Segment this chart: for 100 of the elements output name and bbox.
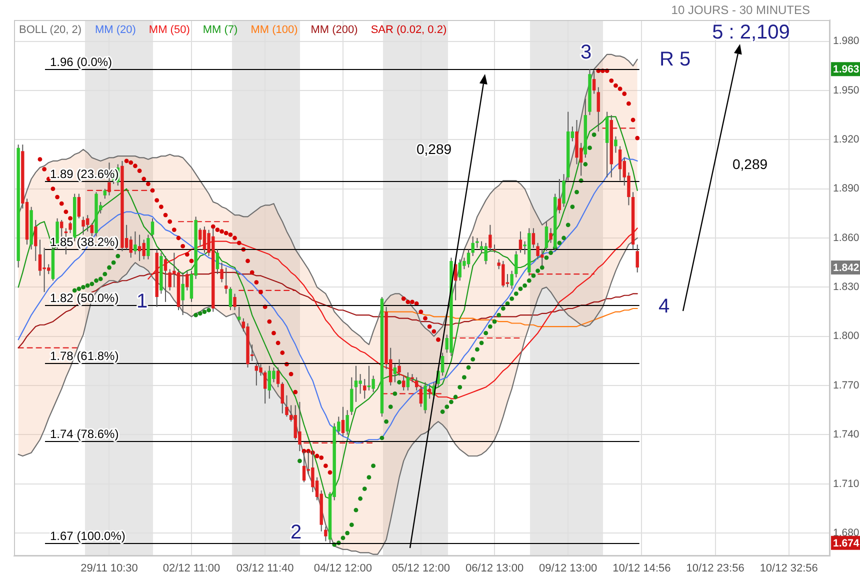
y-tick-label: 1.890 bbox=[833, 182, 860, 195]
candlestick bbox=[398, 358, 401, 376]
candlestick bbox=[228, 286, 232, 311]
candlestick bbox=[596, 86, 600, 132]
y-tick-label: 1.980 bbox=[833, 35, 860, 48]
candlestick bbox=[42, 247, 46, 293]
candlestick bbox=[510, 270, 514, 290]
candlestick bbox=[68, 221, 72, 234]
candlestick bbox=[77, 193, 81, 219]
candlestick bbox=[492, 244, 496, 254]
candlestick bbox=[549, 228, 552, 244]
candlestick bbox=[354, 365, 358, 402]
candlestick bbox=[614, 136, 618, 154]
candlestick bbox=[216, 248, 220, 275]
candlestick bbox=[514, 250, 518, 278]
candlestick bbox=[476, 238, 479, 248]
candlestick bbox=[164, 256, 168, 302]
y-tick-label: 1.740 bbox=[833, 428, 860, 441]
candlestick bbox=[238, 306, 241, 322]
candlestick bbox=[532, 228, 536, 248]
candlestick bbox=[220, 262, 224, 283]
candlestick bbox=[402, 375, 406, 391]
candlestick bbox=[341, 406, 345, 437]
candlestick bbox=[372, 375, 375, 393]
ref-line-label: 1.78 (61.8%) bbox=[50, 349, 119, 363]
candlestick bbox=[544, 221, 548, 252]
x-tick-label: 10/12 14:56 bbox=[612, 562, 671, 575]
text: MM (200) bbox=[310, 24, 358, 36]
candlestick bbox=[280, 382, 284, 414]
candlestick bbox=[34, 219, 38, 262]
y-tick-label: 1.830 bbox=[833, 281, 860, 294]
annotation: 3 bbox=[580, 42, 592, 64]
y-tick-label: 1.800 bbox=[833, 330, 860, 342]
candlestick bbox=[285, 394, 288, 418]
candlestick bbox=[298, 401, 302, 452]
text: SAR (0.02, 0.2) bbox=[370, 24, 447, 36]
candlestick bbox=[138, 234, 142, 262]
x-tick-label: 09/12 13:00 bbox=[539, 562, 598, 575]
candlestick bbox=[198, 228, 202, 247]
candlestick bbox=[363, 378, 366, 400]
candlestick bbox=[224, 267, 228, 294]
candlestick bbox=[90, 222, 94, 237]
ref-line-label: 1.74 (78.6%) bbox=[50, 427, 119, 441]
candlestick bbox=[142, 239, 146, 260]
candlestick bbox=[562, 174, 566, 208]
candlestick bbox=[233, 293, 236, 311]
candlestick bbox=[268, 365, 272, 400]
candlestick bbox=[181, 272, 184, 316]
candlestick bbox=[466, 248, 470, 268]
candlestick bbox=[324, 526, 328, 542]
y-tick-label: 1.680 bbox=[833, 526, 860, 539]
annotation: 5 : 2,109 bbox=[712, 22, 790, 44]
y-tick-label: 1.770 bbox=[833, 379, 860, 392]
x-tick-label: 05/12 12:00 bbox=[392, 562, 450, 575]
candlestick bbox=[186, 270, 189, 291]
candlestick bbox=[618, 146, 622, 182]
ref-line-label: 1.67 (100.0%) bbox=[50, 529, 126, 543]
candlestick bbox=[263, 370, 267, 404]
candlestick bbox=[82, 216, 85, 236]
text: MM (50) bbox=[148, 24, 190, 36]
candlestick bbox=[518, 230, 522, 254]
candlestick bbox=[129, 236, 132, 258]
text: MM (7) bbox=[202, 24, 238, 36]
candlestick bbox=[134, 230, 137, 255]
candlestick bbox=[302, 450, 306, 483]
y-tick-label: 1.920 bbox=[833, 134, 860, 146]
candlestick bbox=[358, 374, 362, 394]
candlestick bbox=[259, 364, 262, 376]
annotation: 1.842 bbox=[833, 262, 860, 274]
candlestick bbox=[86, 214, 90, 232]
annotation: 1.674 bbox=[833, 537, 860, 550]
y-tick-label: 1.950 bbox=[833, 84, 860, 96]
y-tick-label: 1.860 bbox=[833, 232, 860, 244]
candlestick bbox=[150, 218, 154, 239]
annotation: 0,289 bbox=[416, 140, 452, 157]
candlestick bbox=[592, 70, 596, 94]
candlestick bbox=[636, 244, 639, 273]
x-tick-label: 10/12 23:56 bbox=[686, 562, 744, 575]
candlestick bbox=[419, 385, 423, 408]
candlestick bbox=[254, 362, 258, 386]
x-tick-label: 10/12 32:56 bbox=[760, 562, 818, 575]
annotation: 2 bbox=[290, 522, 302, 544]
annotation: 1.963 bbox=[833, 64, 860, 76]
x-tick-label: 03/12 11:40 bbox=[236, 562, 294, 575]
chart-subtitle: 10 JOURS - 30 MINUTES bbox=[671, 3, 810, 17]
candlestick bbox=[202, 226, 206, 254]
text: BOLL (20, 2) bbox=[19, 24, 82, 36]
annotation: 4 bbox=[658, 296, 670, 318]
x-tick-label: 04/12 12:00 bbox=[314, 562, 372, 575]
candlestick bbox=[350, 376, 354, 416]
ref-line-label: 1.96 (0.0%) bbox=[50, 55, 112, 69]
text: MM (20) bbox=[94, 24, 136, 36]
candlestick bbox=[536, 242, 540, 260]
x-tick-label: 06/12 13:00 bbox=[465, 562, 524, 575]
candlestick bbox=[471, 236, 474, 257]
annotation: 0,289 bbox=[732, 156, 768, 172]
candlestick bbox=[146, 234, 150, 260]
y-tick-label: 1.710 bbox=[833, 478, 860, 490]
candlestick bbox=[406, 372, 410, 391]
candlestick bbox=[276, 367, 280, 388]
